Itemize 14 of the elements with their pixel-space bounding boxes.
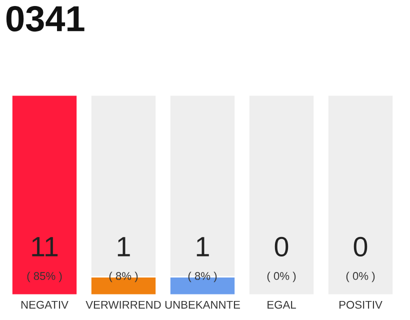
chart-title: 0341 bbox=[6, 6, 84, 32]
x-tick-label: EGAL bbox=[268, 300, 296, 309]
annotation: ( 0% ) bbox=[267, 272, 296, 282]
data-label: 0 bbox=[274, 236, 288, 257]
x-tick-label: NEGATIV bbox=[21, 300, 68, 309]
x-tick-label: VERWIRREND bbox=[86, 300, 161, 309]
x-tick-label: POSITIV bbox=[339, 300, 382, 309]
data-label: 1 bbox=[118, 237, 130, 256]
annotation: ( 85% ) bbox=[27, 272, 62, 282]
x-tick-label: UNBEKANNTE bbox=[165, 300, 240, 309]
annotation: ( 0% ) bbox=[346, 272, 375, 282]
data-label: 11 bbox=[32, 237, 58, 256]
data-label: 0 bbox=[354, 236, 368, 257]
data-label: 1 bbox=[196, 237, 209, 256]
